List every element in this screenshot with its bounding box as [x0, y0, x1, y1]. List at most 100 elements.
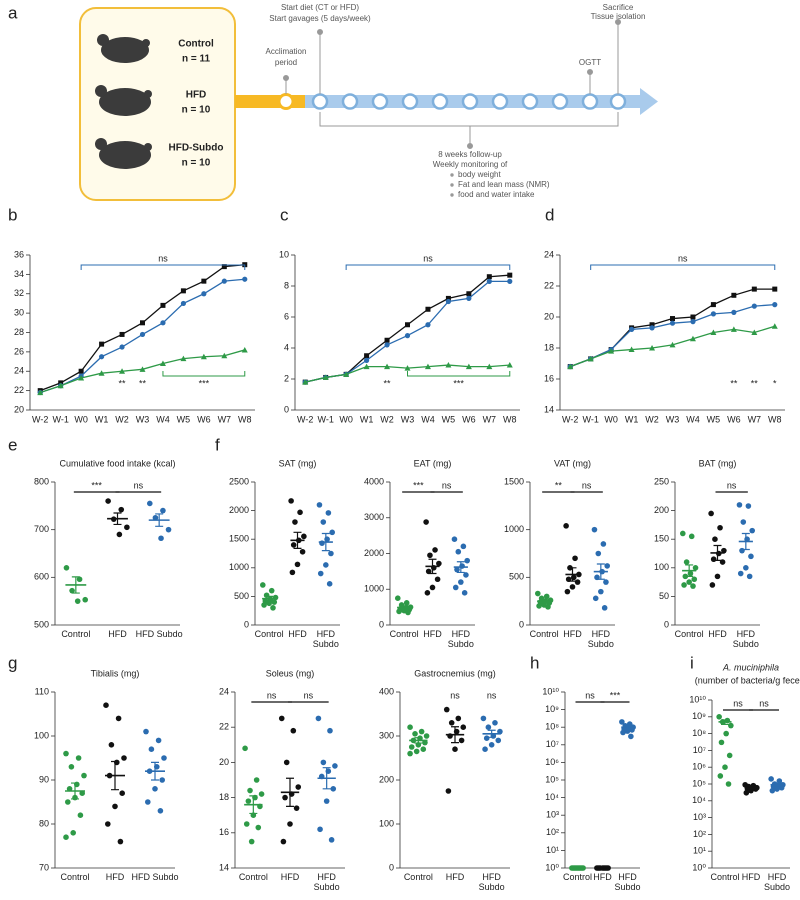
marker: [445, 362, 452, 368]
data-point: [686, 579, 692, 585]
data-point: [595, 550, 602, 557]
y-tick-label: 10⁴: [545, 792, 559, 802]
marker: [670, 316, 675, 322]
y-tick-label: 10¹⁰: [542, 686, 559, 696]
data-point: [717, 773, 724, 779]
y-tick-label: 0: [284, 404, 289, 414]
sem-bar: [540, 599, 549, 604]
x-tick-label: Control: [562, 872, 592, 882]
data-point: [718, 739, 725, 746]
data-point: [725, 781, 732, 787]
marker: [241, 346, 248, 353]
event-text: Acclimation: [266, 47, 307, 56]
x-tick-label: W0: [339, 414, 353, 424]
event-text: Start gavages (5 days/week): [269, 14, 371, 23]
chart-title: Soleus (mg): [266, 668, 315, 678]
data-point: [716, 714, 722, 720]
chart-title: BAT (mg): [699, 458, 737, 468]
timeline-node: [277, 93, 295, 110]
marker: [628, 326, 635, 332]
x-tick-label: HFD Subdo: [131, 872, 179, 882]
y-tick-label: 10⁰: [692, 862, 706, 872]
group-n: n = 10: [182, 105, 211, 116]
bracket: [162, 371, 246, 377]
x-tick-label: HFD: [563, 629, 582, 639]
y-tick-label: 16: [219, 827, 229, 837]
data-point: [112, 803, 118, 810]
y-tick-label: 2000: [229, 505, 249, 515]
data-point: [326, 581, 333, 587]
data-point: [124, 524, 130, 531]
data-point: [692, 565, 699, 571]
bracket: [590, 264, 776, 270]
data-point: [146, 500, 153, 507]
data-point: [63, 565, 70, 571]
marker: [160, 302, 166, 308]
x-tick-label: Control: [389, 629, 419, 639]
marker: [221, 264, 227, 270]
data-point: [592, 595, 599, 602]
x-tick-label-box: HFD Subdo: [314, 872, 340, 892]
data-point: [412, 731, 418, 737]
marker: [180, 288, 186, 294]
data-point: [451, 536, 458, 542]
x-tick-label-box: HFD: [593, 872, 612, 882]
marker: [384, 337, 390, 343]
data-point: [152, 786, 158, 792]
data-point: [420, 746, 427, 752]
x-tick-label: W8: [768, 414, 782, 424]
panel-label: b: [8, 205, 17, 224]
data-point: [492, 720, 498, 726]
marker: [424, 363, 431, 370]
sem-bar: [721, 719, 729, 726]
data-point: [317, 570, 324, 577]
x-tick-label-box: HFD: [288, 629, 307, 639]
data-point: [248, 838, 255, 845]
x-tick-label-box: HFD Subdo: [614, 872, 640, 892]
y-tick-label: 10⁴: [692, 795, 706, 805]
sem-bar: [456, 561, 465, 574]
marker: [140, 320, 145, 326]
data-point: [452, 746, 458, 752]
y-tick-label: 26: [14, 346, 24, 356]
marker: [772, 302, 778, 308]
x-tick-label-box: HFD Subdo: [448, 629, 474, 649]
data-point: [776, 778, 783, 784]
x-tick-label: W5: [442, 414, 456, 424]
followup-text: Weekly monitoring of: [433, 160, 508, 169]
x-tick-label-box: HFD Subdo: [313, 629, 339, 649]
annotation: ns: [158, 253, 168, 263]
x-tick-label: Control: [61, 629, 91, 639]
x-tick-label: W4: [686, 414, 700, 424]
y-tick-label: 22: [14, 385, 24, 395]
sem-bar: [747, 786, 755, 790]
event-text: Tissue isolation: [591, 12, 646, 21]
y-tick-label: 400: [379, 686, 394, 696]
marker: [425, 306, 431, 312]
marker: [465, 363, 472, 370]
data-point: [268, 587, 275, 594]
event-text: period: [275, 58, 297, 67]
y-tick-label: 20: [544, 311, 554, 321]
x-tick-label: W1: [625, 414, 639, 424]
marker: [751, 286, 757, 292]
data-point: [443, 706, 450, 713]
x-tick-label: Control: [254, 629, 284, 639]
data-point: [66, 786, 73, 792]
data-point: [429, 584, 436, 591]
x-tick-label-box: Control: [61, 629, 91, 639]
data-point: [690, 583, 696, 589]
data-point: [603, 579, 609, 585]
marker: [404, 333, 411, 339]
data-point: [687, 570, 694, 577]
data-point: [330, 786, 337, 792]
x-tick-label: W4: [156, 414, 170, 424]
chart-title: VAT (mg): [554, 458, 591, 468]
comparison-label: ns: [585, 690, 595, 700]
data-point: [746, 573, 753, 580]
data-point: [105, 498, 111, 504]
marker: [425, 322, 431, 328]
x-tick-label-box: HFD: [281, 872, 300, 882]
data-point: [68, 764, 75, 770]
marker: [649, 322, 655, 328]
